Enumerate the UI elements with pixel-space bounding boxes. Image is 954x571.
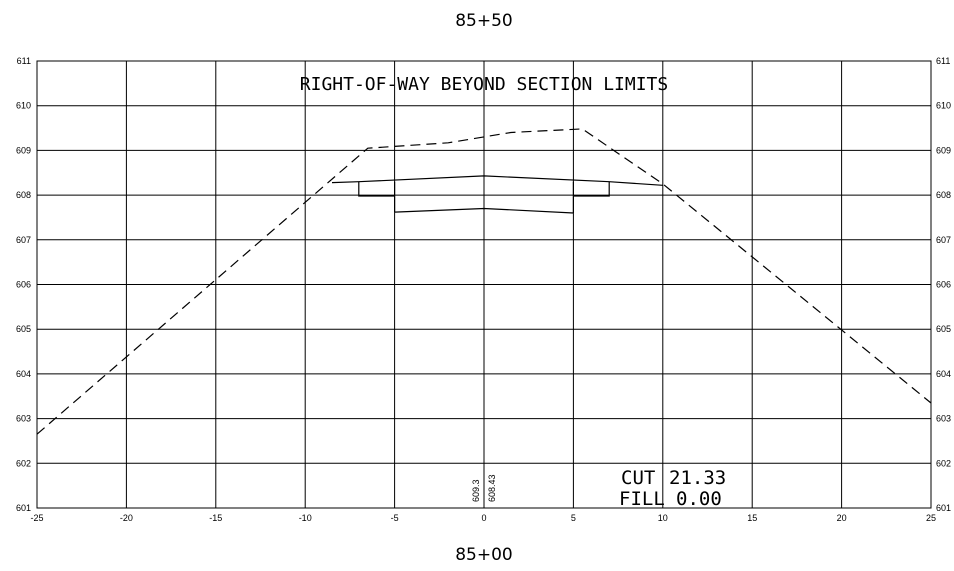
y-tick-label-left: 611 [17, 56, 31, 66]
y-tick-label-left: 605 [16, 324, 31, 334]
fill-label: FILL [619, 488, 665, 510]
y-tick-label-right: 601 [936, 503, 951, 513]
x-tick-label: 25 [926, 513, 936, 523]
right-of-way-note: RIGHT-OF-WAY BEYOND SECTION LIMITS [300, 74, 668, 95]
y-tick-label-right: 607 [936, 235, 951, 245]
curb-left [359, 182, 395, 196]
x-tick-label: 5 [571, 513, 576, 523]
x-tick-label: -20 [120, 513, 133, 523]
y-tick-label-right: 605 [936, 324, 951, 334]
cut-fill-summary: CUT 21.33 FILL 0.00 [619, 467, 726, 510]
y-tick-label-left: 609 [16, 145, 31, 155]
grid [37, 61, 931, 508]
curb-right [573, 182, 609, 196]
x-tick-label: 15 [747, 513, 757, 523]
y-tick-label-left: 607 [16, 235, 31, 245]
y-tick-label-right: 608 [936, 190, 951, 200]
proposed-top-surface [332, 176, 663, 185]
x-tick-label: -15 [209, 513, 222, 523]
y-tick-label-right: 604 [936, 369, 951, 379]
y-tick-label-left: 610 [16, 101, 31, 111]
station-bottom-label: 85+00 [455, 545, 513, 565]
station-top-label: 85+50 [455, 11, 513, 31]
y-tick-label-left: 608 [16, 190, 31, 200]
y-tick-label-right: 609 [936, 145, 951, 155]
y-tick-label-right: 611 [936, 56, 950, 66]
cut-label: CUT [621, 467, 655, 489]
y-tick-label-left: 606 [16, 280, 31, 290]
x-tick-label: -10 [299, 513, 312, 523]
y-tick-label-left: 601 [16, 503, 31, 513]
centerline-elev-ground: 609.3 [471, 479, 481, 502]
x-tick-label: -25 [30, 513, 43, 523]
centerline-elev-grade: 608.43 [487, 474, 497, 502]
y-tick-label-right: 603 [936, 414, 951, 424]
cut-value: 21.33 [669, 467, 726, 489]
x-tick-label: 20 [837, 513, 847, 523]
fill-value: 0.00 [676, 488, 722, 510]
y-tick-label-left: 602 [16, 458, 31, 468]
x-tick-label: -5 [391, 513, 399, 523]
y-tick-label-right: 606 [936, 280, 951, 290]
y-tick-label-left: 603 [16, 414, 31, 424]
y-tick-label-right: 610 [936, 101, 951, 111]
x-tick-label: 10 [658, 513, 668, 523]
x-tick-label: 0 [481, 513, 486, 523]
y-tick-label-left: 604 [16, 369, 31, 379]
y-tick-label-right: 602 [936, 458, 951, 468]
